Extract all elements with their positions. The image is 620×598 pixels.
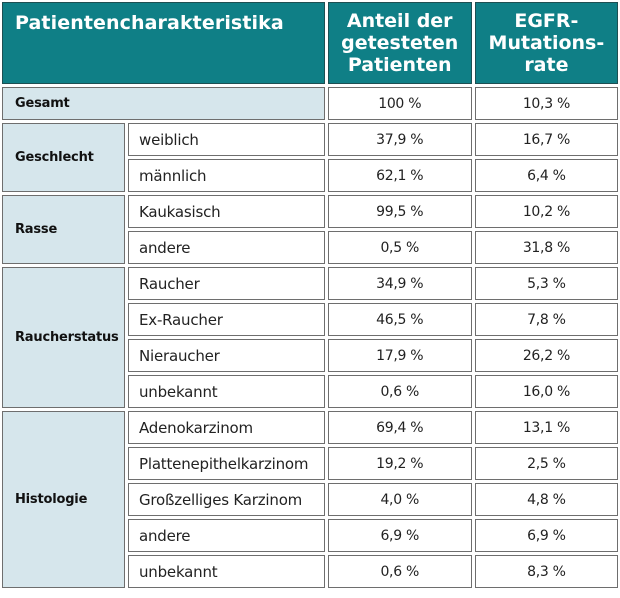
total-label: Gesamt [2,87,325,120]
egfr-rate-value: 26,2 % [474,339,618,372]
row-label: Plattenepithelkarzinom [128,447,325,480]
share-value: 37,9 % [327,123,472,156]
share-value: 69,4 % [327,411,472,444]
table-row: andere 0,5 % 31,8 % [2,231,618,264]
egfr-rate-value: 5,3 % [474,267,618,300]
share-value: 19,2 % [327,447,472,480]
table-row: Histologie Adenokarzinom 69,4 % 13,1 % [2,411,618,588]
egfr-rate-value: 8,3 % [474,555,618,588]
table-row: unbekannt 0,6 % 16,0 % [2,375,618,408]
row-label: Großzelliges Karzinom [128,483,325,516]
total-row: Gesamt 100 % 10,3 % [2,87,618,120]
share-value: 34,9 % [327,267,472,300]
share-value: 46,5 % [327,303,472,336]
row-label: andere [128,519,325,552]
header-egfr-rate-line1: EGFR- [514,10,579,32]
header-characteristics: Patientencharakteristika [2,2,325,84]
row-label: unbekannt [128,375,325,408]
total-share: 100 % [327,87,472,120]
table-row: Raucherstatus Raucher 34,9 % 5,3 % [2,267,618,408]
egfr-rate-value: 2,5 % [474,447,618,480]
group-label: Rasse [2,195,125,264]
group-label: Histologie [2,411,125,588]
share-value: 6,9 % [327,519,472,552]
table-row: Rasse Kaukasisch 99,5 % 10,2 % [2,195,618,264]
total-rate: 10,3 % [474,87,618,120]
egfr-rate-value: 10,2 % [474,195,618,228]
table-row: männlich 62,1 % 6,4 % [2,159,618,192]
header-share-tested: Anteil der getesteten Patienten [327,2,472,84]
share-value: 0,5 % [327,231,472,264]
table-row: unbekannt 0,6 % 8,3 % [2,555,618,588]
table-row: Geschlecht weiblich 37,9 % 16,7 % [2,123,618,192]
group-label: Geschlecht [2,123,125,192]
row-label: Ex-Raucher [128,303,325,336]
row-label: unbekannt [128,555,325,588]
egfr-rate-value: 31,8 % [474,231,618,264]
share-value: 4,0 % [327,483,472,516]
egfr-rate-value: 16,0 % [474,375,618,408]
header-share-tested-line1: Anteil der [346,10,453,32]
row-label: Raucher [128,267,325,300]
row-label: Nieraucher [128,339,325,372]
row-label: Adenokarzinom [128,411,325,444]
egfr-rate-value: 13,1 % [474,411,618,444]
header-egfr-rate-line2: Mutations- [488,32,605,54]
table-row: Großzelliges Karzinom 4,0 % 4,8 % [2,483,618,516]
egfr-rate-value: 6,4 % [474,159,618,192]
share-value: 99,5 % [327,195,472,228]
share-value: 0,6 % [327,375,472,408]
share-value: 17,9 % [327,339,472,372]
header-share-tested-line2: getesteten [341,32,459,54]
egfr-rate-value: 6,9 % [474,519,618,552]
table-row: Nieraucher 17,9 % 26,2 % [2,339,618,372]
table-row: Plattenepithelkarzinom 19,2 % 2,5 % [2,447,618,480]
egfr-rate-value: 16,7 % [474,123,618,156]
row-label: weiblich [128,123,325,156]
row-label: Kaukasisch [128,195,325,228]
table-row: andere 6,9 % 6,9 % [2,519,618,552]
header-share-tested-line3: Patienten [347,54,452,76]
header-egfr-rate-line3: rate [524,54,569,76]
row-label: andere [128,231,325,264]
table-row: Ex-Raucher 46,5 % 7,8 % [2,303,618,336]
share-value: 62,1 % [327,159,472,192]
row-label: männlich [128,159,325,192]
group-label: Raucherstatus [2,267,125,408]
header-row: Patientencharakteristika Anteil der gete… [2,2,618,84]
egfr-rate-value: 7,8 % [474,303,618,336]
egfr-rate-value: 4,8 % [474,483,618,516]
header-egfr-rate: EGFR- Mutations- rate [474,2,618,84]
share-value: 0,6 % [327,555,472,588]
